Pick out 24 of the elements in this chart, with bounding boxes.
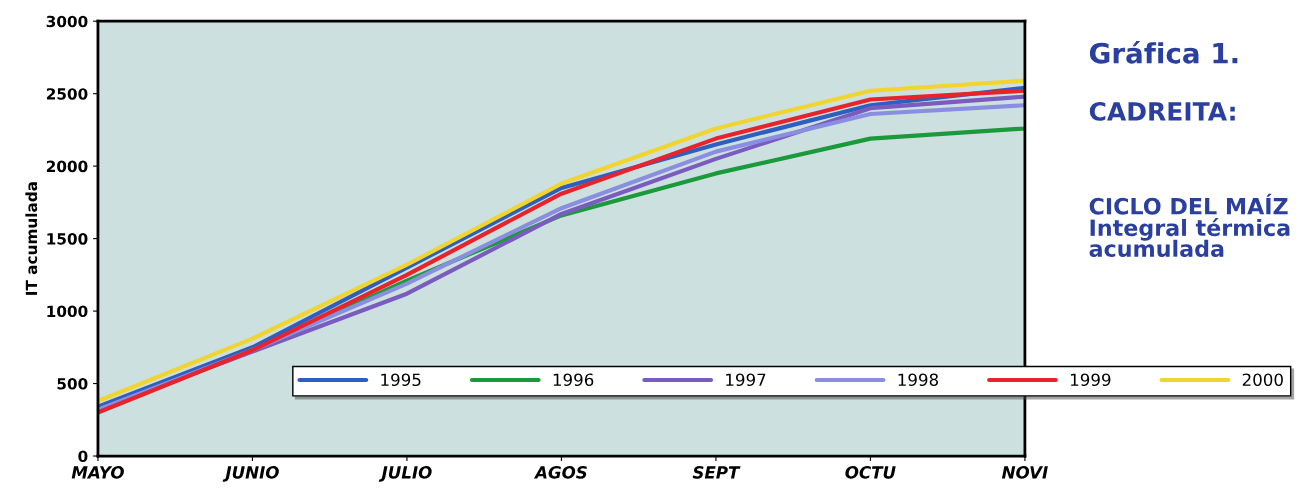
legend-label: 1998 [898,373,939,387]
x-tick-label: AGOS [533,466,587,479]
text: Gráfica 1. [1089,41,1238,64]
x-tick-label: JULIO [378,466,432,482]
y-axis-title: IT acumulada [25,182,38,295]
x-tick-label: SEPT [692,466,741,479]
x-tick-label: JUNIO [222,466,279,482]
y-tick-label: 500 [57,378,88,390]
x-tick-label: MAYO [71,466,124,479]
legend-label: 1995 [381,373,421,387]
y-tick-label: 2500 [46,88,88,100]
y-tick-label: 1000 [47,305,88,318]
text: CICLO DEL MAÍZ Integral térmica acumulada [1089,193,1290,257]
y-tick-label: 2000 [46,160,88,173]
y-tick-label: 0 [78,450,88,463]
legend-label: 1997 [726,373,766,387]
legend-label: 1999 [1071,373,1111,387]
legend-label: 1996 [553,373,594,387]
text: CADREITA: [1089,101,1235,121]
x-tick-label: NOVI [1001,466,1048,479]
x-tick-label: OCTU [845,466,896,479]
y-tick-label: 3000 [46,15,88,28]
legend-label: 2000 [1242,373,1283,387]
y-tick-label: 1500 [47,233,88,245]
